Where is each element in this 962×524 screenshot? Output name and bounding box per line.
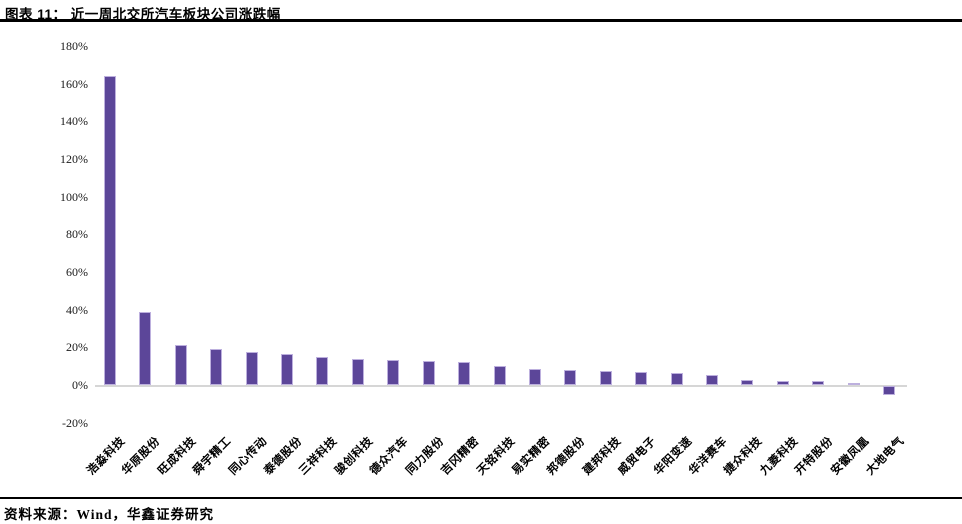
- chart-bar: [281, 353, 294, 385]
- chart-bar: [174, 345, 187, 385]
- x-axis-line: [95, 385, 907, 387]
- chart-bar: [316, 356, 329, 385]
- y-axis-tick-label: 180%: [60, 39, 88, 53]
- chart-bar: [351, 358, 364, 385]
- chart-bar: [387, 359, 400, 385]
- y-axis-tick-label: -20%: [62, 415, 88, 430]
- data-source-note: 资料来源：Wind，华鑫证券研究: [4, 507, 215, 522]
- chart-bar: [458, 362, 471, 385]
- y-axis-tick-label: 100%: [60, 189, 88, 204]
- chart-bar: [599, 370, 612, 385]
- chart-bar: [705, 374, 718, 385]
- y-axis-tick-label: 60%: [66, 265, 88, 279]
- chart-bar: [635, 371, 648, 385]
- chart-bar: [245, 352, 258, 385]
- y-axis-tick-label: 160%: [60, 76, 88, 91]
- chart-bar: [422, 361, 435, 385]
- chart-bar: [493, 366, 506, 385]
- y-axis-tick-label: 40%: [66, 302, 88, 317]
- y-axis-tick-label: 0%: [72, 378, 88, 392]
- footer-divider-line: [0, 497, 962, 499]
- chart-bar: [139, 311, 152, 385]
- chart-bar: [812, 381, 825, 385]
- figure-title: 图表 11： 近一周北交所汽车板块公司涨跌幅: [5, 7, 281, 22]
- y-axis-tick-label: 80%: [66, 227, 88, 242]
- chart-bar: [776, 381, 789, 385]
- chart-bar: [528, 368, 541, 385]
- chart-bar: [210, 349, 223, 385]
- chart-bar: [847, 383, 860, 386]
- chart-bar: [741, 380, 754, 385]
- chart-bar: [670, 372, 683, 385]
- y-axis-tick-label: 20%: [66, 340, 88, 355]
- chart-bar: [564, 369, 577, 385]
- chart-bar: [104, 76, 116, 385]
- title-divider-line: [0, 19, 962, 22]
- y-axis-tick-label: 140%: [60, 114, 88, 129]
- chart-bar: [883, 386, 896, 396]
- y-axis-tick-label: 120%: [60, 152, 88, 166]
